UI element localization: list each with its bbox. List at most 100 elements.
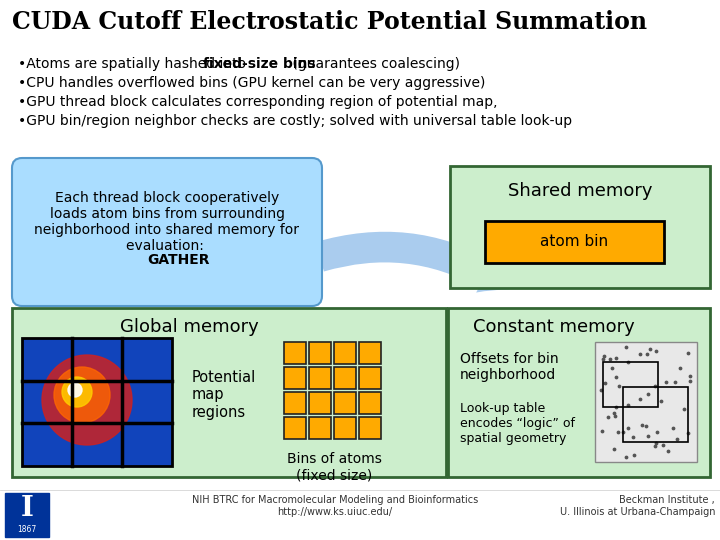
Point [612, 428, 624, 437]
Bar [334, 417, 356, 439]
Text: 1867: 1867 [17, 525, 37, 535]
Bar [334, 392, 356, 414]
Text: NIH BTRC for Macromolecular Modeling and Bioinformatics
http://www.ks.uiuc.edu/: NIH BTRC for Macromolecular Modeling and… [192, 495, 478, 517]
Bar [623, 387, 688, 442]
Point [649, 382, 660, 390]
Text: I: I [21, 496, 33, 523]
Point [598, 355, 609, 363]
Text: Global memory: Global memory [120, 318, 258, 336]
Point [649, 347, 661, 355]
Point [634, 395, 646, 403]
Bar [334, 342, 356, 364]
Point [657, 441, 669, 450]
Text: •Atoms are spatially hashed into: •Atoms are spatially hashed into [18, 57, 251, 71]
Bar [309, 342, 331, 364]
Text: Constant memory: Constant memory [473, 318, 635, 336]
Point [609, 411, 621, 420]
Circle shape [68, 383, 82, 397]
Bar [5, 493, 49, 537]
Point [622, 357, 634, 366]
Point [651, 428, 662, 437]
Point [628, 433, 639, 442]
Point [685, 372, 696, 381]
Point [605, 355, 616, 364]
Point [679, 404, 690, 413]
Point [655, 397, 667, 406]
Point [640, 422, 652, 430]
Point [613, 382, 625, 390]
Point [669, 378, 680, 387]
Point [611, 373, 622, 382]
Bar [284, 367, 306, 389]
FancyBboxPatch shape [450, 166, 710, 288]
Bar [284, 417, 306, 439]
Point [683, 349, 694, 357]
Text: •CPU handles overflowed bins (GPU kernel can be very aggressive): •CPU handles overflowed bins (GPU kernel… [18, 76, 485, 90]
Point [603, 413, 614, 422]
Bar [359, 342, 381, 364]
Text: CUDA Cutoff Electrostatic Potential Summation: CUDA Cutoff Electrostatic Potential Summ… [12, 10, 647, 34]
Text: Beckman Institute ,
U. Illinois at Urbana-Champaign: Beckman Institute , U. Illinois at Urban… [559, 495, 715, 517]
FancyArrowPatch shape [315, 232, 510, 293]
Bar [603, 362, 658, 407]
Circle shape [62, 377, 92, 407]
Text: fixed-size bins: fixed-size bins [204, 57, 316, 71]
Bar [309, 417, 331, 439]
Text: Each thread block cooperatively
loads atom bins from surrounding
neighborhood in: Each thread block cooperatively loads at… [35, 191, 300, 253]
Point [672, 435, 683, 443]
Point [629, 450, 640, 459]
Point [634, 350, 645, 359]
Point [623, 400, 634, 409]
Point [684, 376, 696, 385]
Point [621, 452, 632, 461]
Bar [334, 367, 356, 389]
Bar [22, 338, 172, 466]
Point [660, 378, 671, 387]
Text: Look-up table
encodes “logic” of
spatial geometry: Look-up table encodes “logic” of spatial… [460, 402, 575, 445]
Point [683, 429, 694, 437]
Point [608, 409, 619, 417]
Text: Offsets for bin
neighborhood: Offsets for bin neighborhood [460, 352, 559, 382]
Text: •GPU bin/region neighbor checks are costly; solved with universal table look-up: •GPU bin/region neighbor checks are cost… [18, 114, 572, 128]
Bar [284, 342, 306, 364]
FancyBboxPatch shape [12, 308, 446, 477]
Text: Potential
map
regions: Potential map regions [192, 370, 256, 420]
Bar [595, 342, 697, 462]
Text: GATHER: GATHER [148, 253, 210, 267]
Point [644, 345, 656, 353]
Text: atom bin: atom bin [541, 234, 608, 249]
Point [642, 389, 654, 398]
Point [622, 423, 634, 432]
Circle shape [54, 367, 110, 423]
Bar [284, 392, 306, 414]
Point [636, 421, 647, 429]
FancyBboxPatch shape [12, 158, 322, 306]
Point [662, 447, 674, 456]
Point [611, 354, 622, 362]
Bar [359, 367, 381, 389]
Point [642, 431, 654, 440]
Point [675, 363, 686, 372]
Point [611, 402, 622, 411]
Point [649, 442, 661, 450]
Point [642, 350, 653, 359]
Point [596, 427, 608, 436]
Text: (guarantees coalescing): (guarantees coalescing) [288, 57, 460, 71]
Point [599, 352, 611, 360]
Point [595, 385, 607, 394]
FancyBboxPatch shape [448, 308, 710, 477]
Point [621, 342, 632, 351]
Point [606, 364, 618, 373]
Bar [309, 367, 331, 389]
Bar [359, 417, 381, 439]
Circle shape [42, 355, 132, 445]
FancyBboxPatch shape [485, 221, 664, 263]
Point [599, 379, 611, 387]
Text: Bins of atoms
(fixed size): Bins of atoms (fixed size) [287, 452, 382, 482]
Point [667, 423, 678, 432]
Text: Shared memory: Shared memory [508, 182, 652, 200]
Bar [359, 392, 381, 414]
Point [650, 438, 662, 447]
Point [618, 428, 629, 437]
Text: •GPU thread block calculates corresponding region of potential map,: •GPU thread block calculates correspondi… [18, 95, 498, 109]
